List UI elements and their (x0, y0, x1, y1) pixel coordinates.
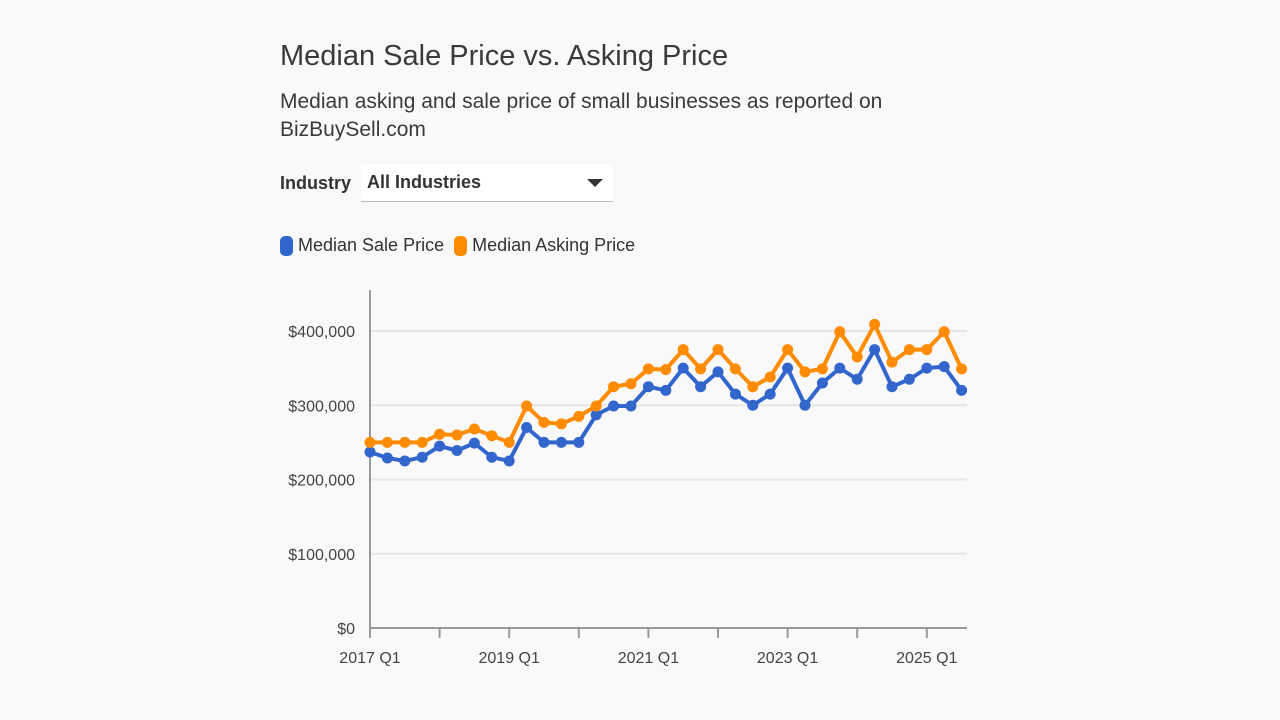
data-point-asking (799, 366, 811, 378)
data-point-sale (486, 451, 498, 463)
data-point-sale (799, 399, 811, 411)
data-point-asking (364, 436, 376, 448)
data-point-asking (486, 430, 498, 442)
data-point-asking (886, 356, 898, 368)
data-point-sale (416, 451, 428, 463)
data-point-asking (729, 363, 741, 375)
data-point-asking (538, 416, 550, 428)
data-point-asking (399, 436, 411, 448)
industry-select[interactable]: All Industries (361, 164, 614, 202)
data-point-sale (712, 366, 724, 378)
data-point-sale (886, 381, 898, 393)
data-point-sale (538, 436, 550, 448)
data-point-sale (625, 400, 637, 412)
data-point-asking (816, 363, 828, 375)
data-point-asking (416, 436, 428, 448)
data-point-sale (608, 400, 620, 412)
series-line-asking (370, 322, 964, 445)
industry-label: Industry (280, 172, 352, 193)
legend-item-asking[interactable]: Median Asking Price (454, 235, 635, 256)
data-point-asking (625, 378, 637, 390)
data-point-sale (660, 384, 672, 396)
x-tick-label: 2025 Q1 (896, 650, 957, 667)
data-point-sale (695, 381, 707, 393)
chart-legend: Median Sale Price Median Asking Price (280, 235, 645, 256)
data-point-sale (851, 373, 863, 385)
data-point-asking (921, 344, 933, 356)
data-point-asking (764, 371, 776, 383)
data-point-sale (364, 446, 376, 458)
data-point-asking (712, 344, 724, 356)
data-point-sale (834, 362, 846, 374)
data-point-sale (555, 436, 567, 448)
data-point-asking (503, 436, 515, 448)
data-point-sale (573, 436, 585, 448)
page-title: Median Sale Price vs. Asking Price (280, 40, 729, 72)
industry-selected-value: All Industries (367, 172, 482, 192)
data-point-asking (555, 418, 567, 430)
data-point-asking (521, 400, 533, 412)
data-point-sale (590, 409, 602, 421)
data-point-asking (851, 351, 863, 363)
data-point-sale (521, 422, 533, 434)
data-point-sale (642, 381, 654, 393)
data-point-sale (869, 344, 881, 356)
data-point-asking (956, 363, 968, 375)
data-point-sale (747, 399, 759, 411)
data-point-asking (573, 410, 585, 422)
data-point-asking (747, 381, 759, 393)
data-point-asking (660, 364, 672, 376)
x-tick-label: 2023 Q1 (757, 650, 818, 667)
data-point-sale (677, 362, 689, 374)
data-point-sale (938, 361, 950, 373)
y-tick-label: $0 (337, 621, 355, 638)
data-point-asking (468, 423, 480, 435)
data-point-asking (608, 381, 620, 393)
page-subtitle: Median asking and sale price of small bu… (280, 90, 883, 141)
data-point-sale (764, 388, 776, 400)
x-tick-label: 2019 Q1 (479, 650, 540, 667)
legend-item-sale[interactable]: Median Sale Price (280, 235, 444, 256)
data-point-asking (903, 344, 915, 356)
data-point-sale (729, 388, 741, 400)
data-point-sale (921, 362, 933, 374)
data-point-asking (451, 429, 463, 441)
caret-down-icon (587, 178, 604, 187)
industry-filter: Industry All Industries (280, 164, 614, 202)
data-point-sale (468, 437, 480, 449)
data-point-sale (381, 452, 393, 464)
data-point-sale (399, 455, 411, 467)
y-tick-label: $300,000 (288, 398, 355, 415)
data-point-asking (834, 326, 846, 338)
data-point-sale (903, 373, 915, 385)
y-tick-label: $100,000 (288, 547, 355, 564)
data-point-sale (434, 440, 446, 452)
legend-swatch-asking (454, 235, 468, 256)
x-tick-label: 2017 Q1 (339, 650, 400, 667)
data-point-sale (451, 445, 463, 457)
data-point-asking (642, 363, 654, 375)
y-tick-label: $200,000 (288, 473, 355, 490)
data-point-asking (782, 344, 794, 356)
legend-label-sale: Median Sale Price (298, 235, 445, 255)
data-point-asking (869, 318, 881, 330)
data-point-asking (381, 436, 393, 448)
legend-label-asking: Median Asking Price (472, 235, 636, 255)
x-tick-label: 2021 Q1 (618, 650, 679, 667)
data-point-sale (816, 377, 828, 389)
y-tick-label: $400,000 (288, 324, 355, 341)
data-point-asking (590, 400, 602, 412)
data-point-sale (782, 362, 794, 374)
data-point-asking (938, 326, 950, 338)
data-point-asking (434, 428, 446, 440)
data-point-sale (956, 384, 968, 396)
data-point-asking (695, 363, 707, 375)
data-point-sale (503, 455, 515, 467)
legend-swatch-sale (280, 235, 293, 256)
data-point-asking (677, 344, 689, 356)
